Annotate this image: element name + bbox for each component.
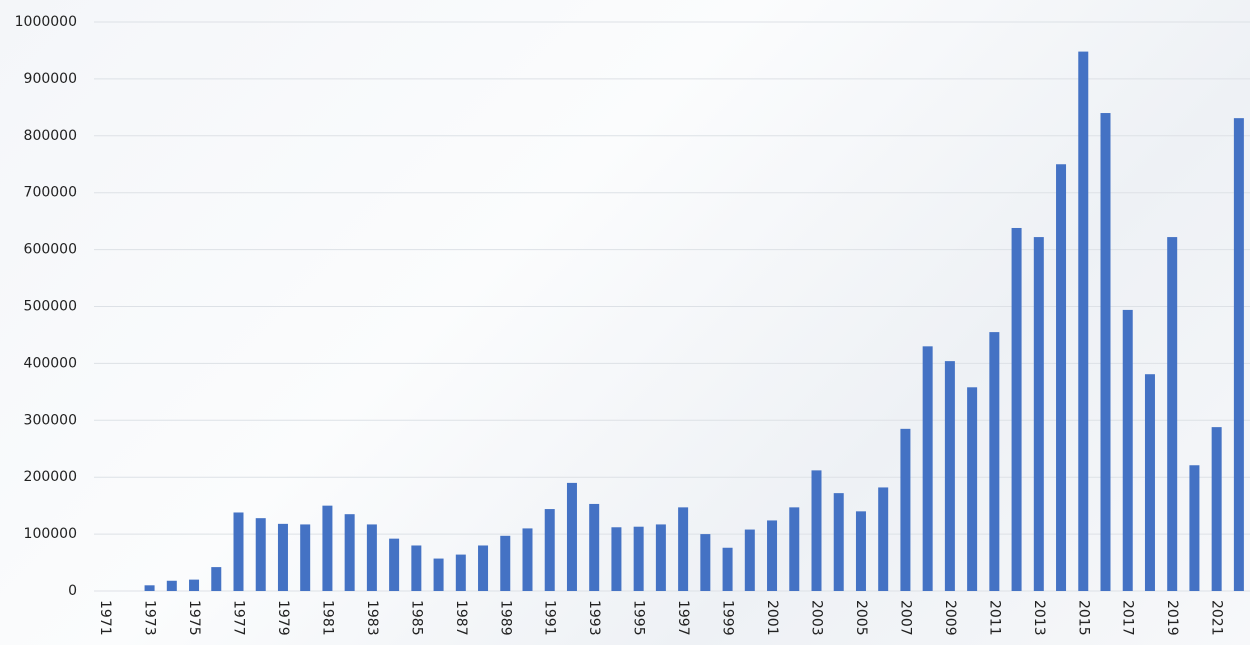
- x-tick-label: 2015: [1075, 600, 1091, 636]
- bar: [411, 545, 422, 591]
- bar: [233, 512, 244, 591]
- bar: [989, 332, 1000, 591]
- bar: [366, 524, 377, 591]
- x-tick-label: 2007: [897, 600, 913, 636]
- bar: [300, 524, 311, 591]
- bar: [566, 482, 577, 591]
- bar: [522, 528, 533, 591]
- y-tick-label: 700000: [24, 185, 77, 201]
- bar: [1078, 51, 1089, 591]
- bar: [166, 580, 177, 591]
- x-tick-label: 2017: [1120, 600, 1136, 636]
- x-tick-label: 1995: [631, 600, 647, 636]
- bar: [1167, 237, 1178, 591]
- bar: [433, 558, 444, 591]
- bar: [478, 545, 489, 591]
- bar: [833, 493, 844, 591]
- x-tick-label: 2009: [942, 600, 958, 636]
- bar: [211, 567, 222, 591]
- bar: [678, 507, 689, 591]
- bar: [722, 547, 733, 591]
- bar: [389, 538, 400, 591]
- bar: [500, 535, 511, 591]
- x-tick-label: 2011: [986, 600, 1002, 636]
- bar: [789, 507, 800, 591]
- bar: [944, 361, 955, 591]
- x-tick-label: 1987: [453, 600, 469, 636]
- bar: [811, 470, 822, 591]
- x-tick-label: 1977: [231, 600, 247, 636]
- bar: [277, 523, 288, 591]
- bar: [344, 514, 355, 591]
- bar: [1011, 227, 1022, 591]
- bar: [855, 511, 866, 591]
- bar: [900, 428, 911, 591]
- y-tick-label: 600000: [24, 242, 77, 258]
- y-tick-label: 100000: [24, 526, 77, 542]
- bar: [767, 520, 778, 591]
- x-tick-label: 2019: [1164, 600, 1180, 636]
- x-tick-label: 2005: [853, 600, 869, 636]
- bar: [589, 503, 600, 591]
- bar: [322, 505, 333, 591]
- bar: [455, 554, 466, 591]
- x-tick-label: 1985: [408, 600, 424, 636]
- y-tick-label: 800000: [24, 128, 77, 144]
- x-tick-label: 2001: [764, 600, 780, 636]
- x-tick-label: 1993: [586, 600, 602, 636]
- y-tick-label: 0: [68, 583, 77, 599]
- bar: [189, 579, 200, 591]
- bar: [655, 524, 666, 591]
- x-tick-label: 1997: [675, 600, 691, 636]
- bar: [1211, 427, 1222, 591]
- bar: [1100, 113, 1111, 591]
- y-tick-label: 300000: [24, 412, 77, 428]
- bar: [1233, 118, 1244, 591]
- bar: [611, 527, 622, 591]
- x-tick-label: 1981: [319, 600, 335, 636]
- bar: [1033, 237, 1044, 591]
- bar: [1122, 309, 1133, 591]
- x-tick-label: 2013: [1031, 600, 1047, 636]
- x-tick-label: 1973: [142, 600, 158, 636]
- x-tick-label: 1971: [97, 600, 113, 636]
- y-tick-label: 200000: [24, 469, 77, 485]
- x-tick-label: 1975: [186, 600, 202, 636]
- bar: [1144, 374, 1155, 591]
- y-tick-label: 400000: [24, 355, 77, 371]
- x-tick-label: 1979: [275, 600, 291, 636]
- y-tick-label: 1000000: [15, 14, 77, 30]
- y-tick-label: 900000: [24, 71, 77, 87]
- x-tick-label: 2003: [809, 600, 825, 636]
- x-tick-label: 2021: [1209, 600, 1225, 636]
- bar: [544, 509, 555, 591]
- y-tick-label: 500000: [24, 299, 77, 315]
- bar: [878, 487, 889, 591]
- bar: [967, 387, 978, 591]
- bar: [1056, 164, 1067, 591]
- x-tick-label: 1989: [497, 600, 513, 636]
- bar: [1189, 465, 1200, 591]
- bar: [144, 585, 155, 591]
- bar: [922, 346, 933, 591]
- bar: [744, 529, 755, 591]
- bar: [700, 534, 711, 591]
- x-tick-label: 1999: [720, 600, 736, 636]
- bar: [633, 526, 644, 591]
- x-tick-label: 1991: [542, 600, 558, 636]
- bar: [255, 518, 266, 591]
- x-tick-label: 1983: [364, 600, 380, 636]
